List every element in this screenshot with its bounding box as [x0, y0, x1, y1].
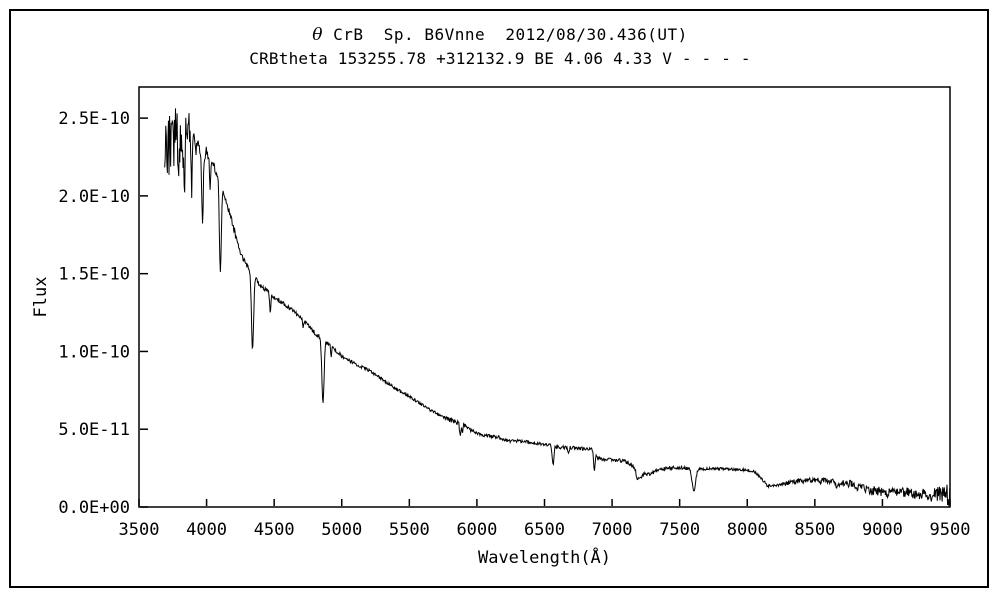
y-tick-label: 0.0E+00 [58, 498, 130, 518]
x-tick-label: 3500 [119, 520, 160, 540]
spectrum-curve [164, 108, 951, 507]
y-tick-label: 2.0E-10 [58, 187, 130, 207]
x-tick-label: 5000 [321, 520, 362, 540]
y-axis-label: Flux [31, 277, 51, 318]
x-tick-label: 4000 [186, 520, 227, 540]
y-tick-label: 5.0E-11 [58, 420, 130, 440]
chart-subtitle: CRBtheta 153255.78 +312132.9 BE 4.06 4.3… [249, 49, 751, 68]
chart-title: θ CrB Sp. B6Vnne 2012/08/30.436(UT) [0, 25, 1000, 45]
x-tick-label: 5500 [389, 520, 430, 540]
chart-border [9, 9, 989, 588]
chart-title-text: CrB Sp. B6Vnne 2012/08/30.436(UT) [322, 25, 688, 44]
x-tick-label: 7000 [592, 520, 633, 540]
plot-frame [138, 86, 951, 508]
y-tick-label: 1.5E-10 [58, 265, 130, 285]
x-tick-label: 8000 [727, 520, 768, 540]
y-tick-label: 2.5E-10 [58, 109, 130, 129]
x-axis-label: Wavelength(Å) [478, 546, 611, 568]
x-tick-label: 9500 [930, 520, 971, 540]
y-tick-label: 1.0E-10 [58, 342, 130, 362]
x-tick-label: 6500 [524, 520, 565, 540]
x-tick-label: 9000 [862, 520, 903, 540]
x-tick-label: 7500 [659, 520, 700, 540]
x-tick-label: 4500 [254, 520, 295, 540]
theta-symbol: θ [312, 25, 323, 45]
x-tick-label: 6000 [456, 520, 497, 540]
x-tick-label: 8500 [794, 520, 835, 540]
